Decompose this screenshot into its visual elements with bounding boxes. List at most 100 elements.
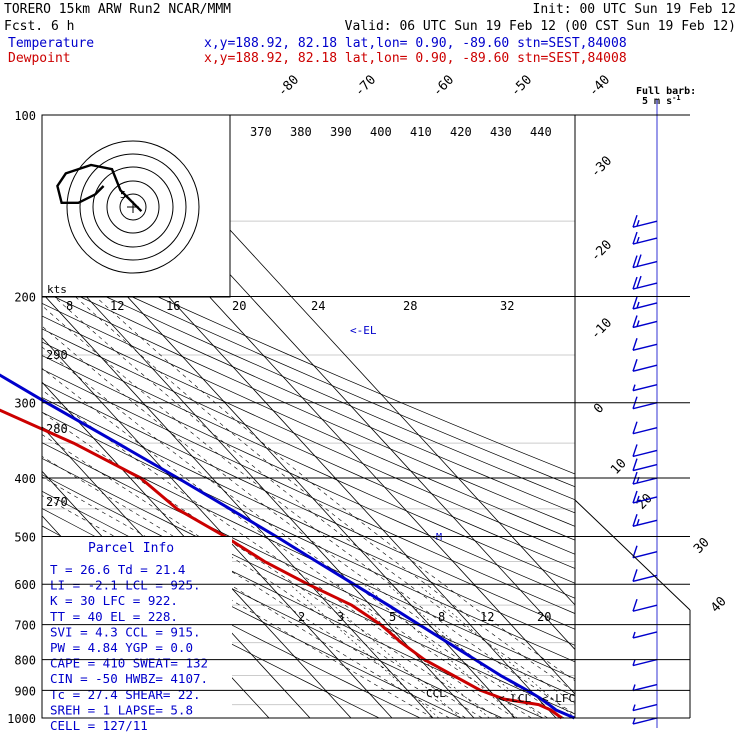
isotherm-label: 40 [708, 594, 730, 616]
wind-barb [632, 444, 658, 458]
thetae-label: 28 [403, 299, 417, 313]
thetae-label: 20 [232, 299, 246, 313]
mixing-ratio-line [363, 583, 518, 718]
barb-flag [632, 359, 638, 372]
wind-barb [632, 383, 658, 392]
moist-adiabat [42, 411, 499, 718]
barb-shaft [632, 220, 658, 228]
wind-barb [632, 631, 658, 639]
barb-half [632, 704, 636, 711]
barb-half [632, 717, 636, 725]
isotherm-line [42, 336, 393, 718]
parcel-info-row: CIN = -50 HWBZ= 4107. [50, 671, 208, 686]
barb-flag [632, 231, 638, 245]
barb-flag [632, 214, 638, 228]
moist-adiabat [42, 434, 483, 718]
dewpoint-line [0, 408, 563, 720]
barb-flag [632, 444, 638, 457]
dry-adiabat [42, 328, 575, 569]
wind-barb [632, 598, 658, 612]
barb-flag [632, 315, 638, 328]
theta-label: 400 [370, 125, 392, 139]
thetae-label: 16 [166, 299, 180, 313]
wind-barb [632, 254, 658, 269]
barb-shaft [632, 302, 658, 310]
dry-adiabat [42, 341, 575, 584]
hodograph-trace [56, 163, 143, 213]
theta-label: 380 [290, 125, 312, 139]
barb-flag [632, 255, 638, 268]
barb-flag [632, 421, 638, 434]
thetae-label: 12 [110, 299, 124, 313]
barb-shaft [632, 426, 658, 435]
mixing-ratio-line [289, 583, 439, 718]
isotherm-label: -70 [352, 72, 379, 99]
isotherm-label: 10 [608, 456, 630, 478]
wind-barbs [632, 100, 658, 728]
barb-flag [632, 569, 638, 582]
theta-label: 370 [250, 125, 272, 139]
parcel-info-row: SVI = 4.3 CCL = 915. [50, 624, 201, 639]
pressure-label: 200 [14, 291, 36, 305]
dry-adiabat [42, 302, 575, 541]
wind-barb [632, 717, 658, 725]
dry-adiabat [42, 458, 575, 715]
isotherm-label: -30 [588, 153, 615, 180]
plot-edge [574, 499, 691, 611]
barb-half [636, 495, 640, 503]
thetae-label: 24 [311, 299, 325, 313]
valid-label: Valid: 06 UTC Sun 19 Feb 12 (00 CST Sun … [345, 19, 736, 34]
wind-barb [632, 231, 658, 245]
barb-shaft [632, 551, 658, 559]
dry-adiabat [42, 266, 575, 501]
moist-adiabat [42, 265, 575, 693]
barb-flag [632, 514, 638, 527]
wind-barb [632, 421, 658, 435]
barb-shaft [632, 449, 658, 458]
barb-shaft [632, 717, 658, 725]
barb-flag [632, 276, 638, 290]
barb-half [632, 631, 636, 639]
lfc-marker: <-LFC [542, 692, 575, 705]
init-label: Init: 00 UTC Sun 19 Feb 12 [533, 2, 737, 17]
wind-barb [632, 545, 658, 559]
mixing-ratio-label: 5 [389, 610, 396, 624]
barb-half [632, 684, 636, 691]
barb-legend-title: Full barb: [636, 86, 696, 97]
hodograph-ring [79, 153, 187, 261]
dry-adiabat [42, 278, 575, 514]
wind-barb [632, 569, 658, 583]
barb-shaft [632, 519, 658, 527]
isotherm-label: -50 [508, 72, 535, 99]
moist-adiabat [42, 346, 548, 718]
pressure-label: 100 [14, 109, 36, 123]
barb-half [636, 519, 640, 526]
theta-label: 290 [46, 348, 68, 362]
moist-adiabat [42, 455, 466, 718]
wind-barb [632, 315, 658, 329]
parcel-info-row: K = 30 LFC = 922. [50, 593, 178, 608]
parcel-info-row: T = 26.6 Td = 21.4 [50, 562, 185, 577]
barb-half [636, 301, 640, 309]
barb-shaft [632, 574, 658, 583]
wind-barb [632, 490, 658, 504]
isotherm-label: -20 [588, 237, 615, 264]
wind-barb [632, 458, 658, 472]
wind-barb [632, 359, 658, 372]
barb-half [632, 384, 636, 391]
moist-adiabat [42, 367, 532, 718]
background-lines [42, 115, 575, 718]
barb-flag [632, 598, 638, 612]
wind-barb [632, 514, 658, 527]
dry-adiabat [42, 397, 575, 646]
theta-label: 440 [530, 125, 552, 139]
barb-shaft [632, 631, 658, 639]
wind-barb [632, 296, 658, 310]
mixing-ratio-label: 8 [438, 610, 445, 624]
dry-adiabat [42, 368, 575, 614]
parcel-info-row: PW = 4.84 YGP = 0.0 [50, 640, 193, 655]
dry-adiabat [42, 411, 575, 663]
